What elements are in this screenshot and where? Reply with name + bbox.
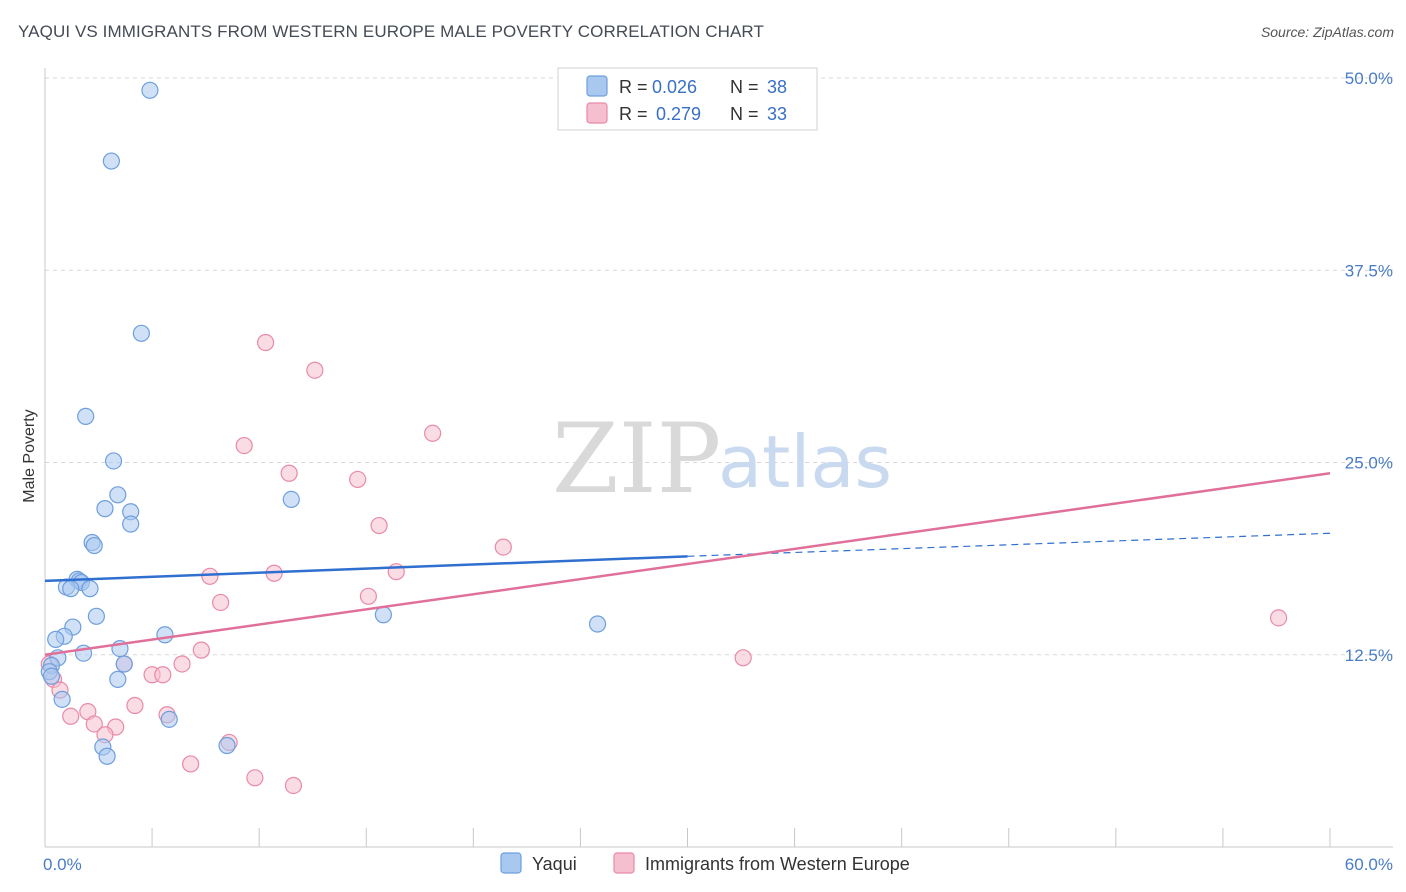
legend-r-value-yaqui: 0.026 (652, 77, 697, 97)
yaqui-point (109, 486, 127, 504)
y-tick-label: 12.5% (1345, 646, 1393, 665)
legend-n-label-yaqui: N = (730, 77, 759, 97)
bottom-legend-swatch-yaqui (500, 852, 522, 874)
immigrants-point (359, 587, 377, 605)
watermark-zip: ZIP (552, 403, 721, 515)
immigrants-point (280, 464, 298, 482)
x-tick-label-max: 60.0% (1345, 855, 1393, 874)
yaqui-point (53, 690, 71, 708)
yaqui-point (104, 452, 123, 470)
immigrants-point (192, 641, 210, 659)
grid-layer (45, 77, 1393, 656)
legend-swatch-immigrants (586, 102, 608, 124)
immigrants-point (370, 516, 388, 535)
yaqui-point (374, 606, 392, 624)
axis-layer: 12.5% 25.0% 37.5% 50.0% 0.0% 60.0% (43, 68, 1393, 874)
y-axis-label: Male Poverty (21, 409, 38, 502)
chart-title: YAQUI VS IMMIGRANTS FROM WESTERN EUROPE … (18, 22, 764, 41)
immigrants-point (284, 776, 303, 795)
yaqui-point (85, 536, 103, 555)
immigrants-point (306, 361, 324, 379)
legend-r-label-yaqui: R = (619, 77, 648, 97)
immigrants-point (154, 666, 172, 684)
yaqui-trend-line (44, 555, 688, 583)
bottom-legend-swatch-immigrants (613, 852, 635, 874)
yaqui-trend-extension (687, 532, 1331, 557)
immigrants-point (256, 333, 275, 352)
legend-r-label-immigrants: R = (619, 104, 648, 124)
yaqui-point (141, 81, 159, 99)
yaqui-point (109, 670, 127, 688)
trend-layer (44, 472, 1331, 656)
legend-n-label-immigrants: N = (730, 104, 759, 124)
series-legend: Yaqui Immigrants from Western Europe (500, 852, 910, 874)
legend-swatch-yaqui (586, 75, 608, 97)
immigrants-point (494, 538, 512, 556)
yaqui-point (98, 747, 116, 765)
immigrants-point (126, 696, 144, 715)
yaqui-point (122, 515, 140, 533)
immigrants-point (173, 655, 191, 673)
yaqui-point (282, 490, 300, 509)
yaqui-point (588, 615, 607, 633)
immigrants-point (201, 567, 219, 585)
yaqui-point (132, 324, 150, 342)
bottom-legend-label-yaqui: Yaqui (532, 854, 577, 874)
stats-legend: R = 0.026 N = 38 R = 0.279 N = 33 (557, 67, 818, 131)
immigrants-point (85, 715, 103, 733)
x-tick-label-min: 0.0% (43, 855, 82, 874)
immigrants-point (246, 769, 264, 787)
immigrants-point (235, 436, 253, 455)
yaqui-point (218, 736, 236, 755)
yaqui-point (47, 630, 65, 648)
legend-r-value-immigrants: 0.279 (656, 104, 701, 124)
immigrants-point (424, 424, 442, 442)
y-tick-label: 25.0% (1345, 454, 1393, 473)
points-layer (40, 81, 1288, 795)
yaqui-point (42, 667, 61, 685)
yaqui-point (87, 607, 106, 625)
immigrants-point (1269, 609, 1288, 627)
yaqui-point (115, 655, 133, 673)
bottom-legend-label-immigrants: Immigrants from Western Europe (645, 854, 910, 874)
legend-n-value-immigrants: 33 (767, 104, 787, 124)
immigrants-point (734, 649, 752, 667)
yaqui-point (156, 626, 174, 644)
y-tick-label: 37.5% (1345, 261, 1393, 280)
yaqui-point (77, 407, 95, 425)
immigrants-point (212, 593, 230, 612)
yaqui-point (81, 580, 99, 598)
immigrants-trend-line (44, 472, 1331, 656)
legend-n-value-yaqui: 38 (767, 77, 787, 97)
source-credit: Source: ZipAtlas.com (1260, 24, 1394, 40)
yaqui-point (102, 152, 120, 170)
immigrants-point (182, 755, 200, 773)
yaqui-point (160, 710, 178, 728)
watermark-atlas: atlas (718, 420, 892, 504)
yaqui-point (62, 580, 80, 598)
yaqui-point (96, 500, 114, 518)
immigrants-point (349, 470, 367, 489)
immigrants-point (62, 707, 80, 725)
watermark: ZIP atlas (552, 403, 892, 515)
y-tick-label: 50.0% (1345, 69, 1393, 88)
